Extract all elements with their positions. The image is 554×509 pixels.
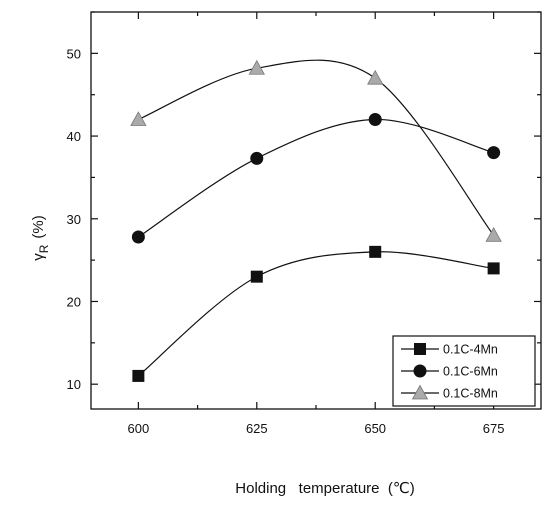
data-point-square [250,270,263,283]
series-line [138,59,495,236]
series-curves [137,59,495,377]
x-tick-labels: 600 625 650 675 [128,421,505,436]
x-tick-label: 650 [364,421,386,436]
legend-marker-circle [413,364,427,378]
legend-marker-square [414,343,426,355]
legend-label: 0.1C-4Mn [443,343,498,357]
data-point-triangle [367,69,384,85]
y-tick-labels: 10 20 30 40 50 [67,46,81,392]
data-point-circle [250,151,264,165]
y-tick-label: 30 [67,212,81,227]
legend: 0.1C-4Mn 0.1C-6Mn 0.1C-8Mn [392,335,536,407]
data-point-circle [131,230,145,244]
y-tick-label: 50 [67,46,81,61]
x-axis-label: Holding temperature (℃) [235,480,414,497]
series-line [137,251,494,377]
legend-label: 0.1C-6Mn [443,365,498,379]
x-tick-label: 675 [483,421,505,436]
series-line [138,118,494,238]
data-point-square [487,262,500,275]
series-markers [130,59,502,382]
x-tick-label: 625 [246,421,268,436]
y-axis-label-unit: (%) [30,215,47,238]
data-point-square [132,369,145,382]
data-point-circle [368,113,382,127]
y-axis-label-symbol: γ [30,253,47,261]
y-tick-label: 10 [67,377,81,392]
y-axis-label-subscript: R [37,244,51,253]
legend-label: 0.1C-8Mn [443,387,498,401]
data-point-circle [487,146,501,160]
y-tick-label: 40 [67,129,81,144]
x-tick-label: 600 [128,421,150,436]
y-axis-label: γR (%) [30,215,51,261]
data-point-triangle [248,59,265,75]
legend-marker-triangle [411,384,429,400]
y-tick-label: 20 [67,294,81,309]
data-point-square [369,245,382,258]
data-point-triangle [485,226,502,242]
svg-text:γR(%): γR (%) [30,215,51,261]
data-point-triangle [130,111,147,126]
